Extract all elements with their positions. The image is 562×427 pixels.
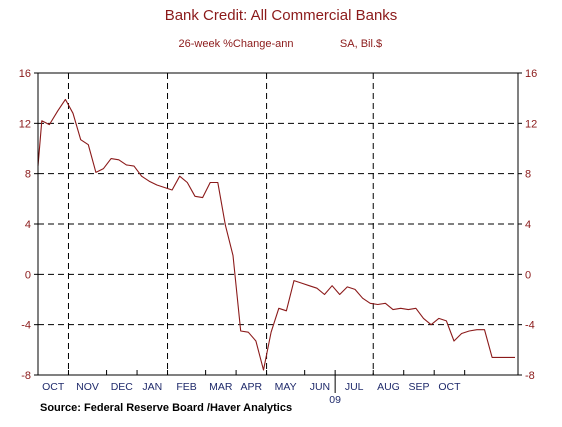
plot-frame — [37, 72, 519, 376]
x-tick-label: JUN — [310, 381, 330, 393]
y-tick-label-right: 12 — [525, 118, 537, 130]
y-tick-label-left: 12 — [19, 118, 31, 130]
y-tick-label-left: 4 — [25, 219, 31, 231]
y-axis-left: 16 12 8 4 0 -4 -8 — [19, 68, 38, 382]
x-tick-label: NOV — [76, 381, 99, 393]
series-layer — [37, 98, 515, 371]
x-tick-label: MAR — [209, 381, 233, 393]
x-tick-label: JAN — [142, 381, 162, 393]
x-tick-label: AUG — [377, 381, 400, 393]
x-tick-label: DEC — [111, 381, 134, 393]
x-tick-label: APR — [241, 381, 263, 393]
x-axis: OCT NOV DEC JAN FEB MAR APR MAY JUN JUL AUG SEP OCT 0… — [37, 370, 466, 406]
source-note: Source: Federal Reserve Board /Haver Ana… — [40, 402, 292, 414]
y-tick-label-right: -8 — [525, 370, 535, 382]
chart-title: Bank Credit: All Commercial Banks — [165, 7, 398, 24]
x-tick-label: JUL — [345, 381, 364, 393]
x-tick-label: MAY — [275, 381, 297, 393]
series-line — [37, 98, 515, 371]
x-tick-label: FEB — [176, 381, 196, 393]
y-tick-label-left: -8 — [21, 370, 31, 382]
x-tick-label: OCT — [438, 381, 461, 393]
y-tick-label-left: 8 — [25, 169, 31, 181]
y-tick-label-left: 0 — [25, 269, 31, 281]
chart-subtitle-left: 26-week %Change-ann — [179, 38, 294, 50]
grid-layer — [38, 73, 518, 375]
chart-subtitle-right: SA, Bil.$ — [340, 38, 382, 50]
x-tick-label: OCT — [42, 381, 65, 393]
y-tick-label-right: 4 — [525, 219, 531, 231]
year-label: 09 — [329, 394, 341, 406]
y-tick-label-right: 0 — [525, 269, 531, 281]
y-tick-label-left: -4 — [21, 320, 31, 332]
x-tick-label: SEP — [408, 381, 429, 393]
y-axis-right: 16 12 8 4 0 -4 -8 — [518, 68, 537, 382]
y-tick-label-left: 16 — [19, 68, 31, 80]
y-tick-label-right: 8 — [525, 169, 531, 181]
y-tick-label-right: 16 — [525, 68, 537, 80]
y-tick-label-right: -4 — [525, 320, 535, 332]
